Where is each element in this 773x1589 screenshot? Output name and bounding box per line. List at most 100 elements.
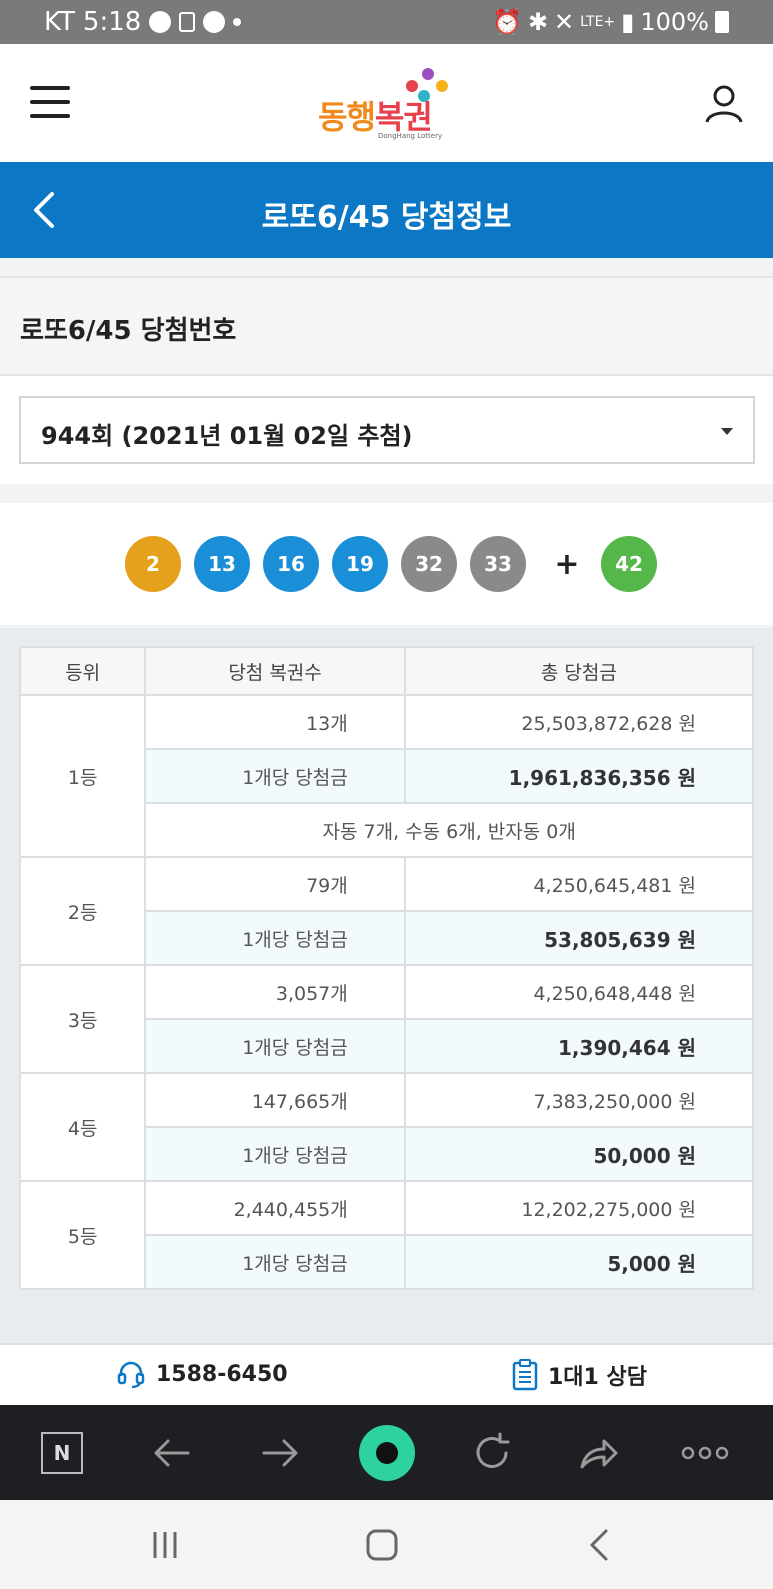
lock-app-icon: [149, 11, 172, 33]
table-row: 1개당 당첨금 5,000 원: [20, 1234, 755, 1290]
per-amount-cell: 1,390,464 원: [403, 1018, 755, 1074]
table-row: 3등 3,057개 4,250,648,448 원: [18, 964, 755, 1074]
count-cell: 13개: [144, 694, 406, 750]
network-label: LTE+: [580, 14, 616, 30]
draw-select[interactable]: 944회 (2021년 01월 02일 추첨): [19, 396, 755, 464]
table-row: 4등 147,665개 7,383,250,000 원: [18, 1072, 755, 1182]
refresh-icon[interactable]: [470, 1431, 514, 1475]
bonus-ball: 42: [601, 536, 657, 592]
header-count: 당첨 복권수: [144, 646, 406, 696]
ball-list: 2 13 16 19 32 33 +42: [125, 536, 670, 592]
note-cell: 자동 7개, 수동 6개, 반자동 0개: [144, 802, 754, 858]
caret-down-icon: [721, 428, 733, 435]
total-cell: 7,383,250,000 원: [403, 1072, 755, 1128]
total-cell: 4,250,645,481 원: [403, 856, 755, 912]
lotto-ball: 32: [401, 536, 457, 592]
back-icon[interactable]: [30, 190, 60, 230]
table-row: 1등 13개 25,503,872,628 원: [18, 694, 755, 858]
green-dot-button[interactable]: [359, 1425, 415, 1481]
lotto-ball: 19: [332, 536, 388, 592]
section-title: 로또6/45 당첨번호: [20, 316, 237, 346]
total-cell: 25,503,872,628 원: [403, 694, 755, 750]
green-dot-icon: [376, 1442, 398, 1464]
footer-contact: 1588-6450 1대1 상담: [0, 1343, 773, 1405]
lotto-ball: 16: [263, 536, 319, 592]
status-bar: KT 5:18 ⏰ ✱ ✕ LTE+ ▮ 100%: [0, 0, 773, 44]
chat-bubble-icon: [203, 11, 226, 33]
time-label: 5:18: [82, 7, 142, 37]
prize-table-area: 등위 당첨 복권수 총 당첨금 1등 13개 25,503,872,628 원 …: [0, 628, 773, 1343]
count-cell: 147,665개: [144, 1072, 406, 1128]
section-header: 로또6/45 당첨번호: [0, 276, 773, 376]
rank-cell: 5등: [18, 1180, 147, 1290]
per-amount-cell: 1,961,836,356 원: [403, 748, 755, 804]
prize-table: 등위 당첨 복권수 총 당첨금 1등 13개 25,503,872,628 원 …: [18, 646, 755, 1290]
table-header-row: 등위 당첨 복권수 총 당첨금: [18, 646, 755, 696]
per-amount-cell: 53,805,639 원: [403, 910, 755, 966]
signal-icon: ▮: [621, 8, 635, 36]
per-label-cell: 1개당 당첨금: [144, 1234, 406, 1290]
battery-icon: [715, 11, 729, 33]
per-label-cell: 1개당 당첨금: [144, 910, 406, 966]
more-icon[interactable]: [680, 1431, 730, 1475]
plus-sign: +: [554, 546, 580, 582]
page-title-bar: 로또6/45 당첨정보: [0, 162, 773, 258]
logo-dot-yellow: [436, 80, 448, 92]
back-arrow-icon[interactable]: [150, 1431, 194, 1475]
menu-icon[interactable]: [30, 86, 70, 118]
total-cell: 4,250,648,448 원: [403, 964, 755, 1020]
bluetooth-icon: ✱: [527, 8, 549, 36]
header-total: 총 당첨금: [403, 646, 755, 696]
logo-dot-red: [406, 80, 418, 92]
count-cell: 2,440,455개: [144, 1180, 406, 1236]
table-row: 2등 79개 4,250,645,481 원: [18, 856, 755, 966]
browser-toolbar: N: [0, 1405, 773, 1500]
rank-cell: 2등: [18, 856, 147, 966]
rank-cell: 1등: [18, 694, 147, 858]
header-rank: 등위: [18, 646, 147, 696]
alarm-icon: ⏰: [492, 8, 522, 36]
battery-label: 100%: [640, 8, 709, 36]
consult-label: 1대1 상담: [548, 1365, 647, 1390]
back-nav-icon[interactable]: [580, 1528, 620, 1562]
share-icon[interactable]: [576, 1431, 620, 1475]
winning-numbers: 2 13 16 19 32 33 +42: [0, 503, 773, 625]
table-row: 1개당 당첨금 53,805,639 원: [20, 910, 755, 966]
rank-cell: 3등: [18, 964, 147, 1074]
per-label-cell: 1개당 당첨금: [144, 1018, 406, 1074]
naver-home-button[interactable]: N: [40, 1431, 84, 1475]
carrier-label: KT: [44, 7, 75, 37]
total-cell: 12,202,275,000 원: [403, 1180, 755, 1236]
count-cell: 3,057개: [144, 964, 406, 1020]
draw-select-value: 944회 (2021년 01월 02일 추첨): [41, 422, 413, 450]
lotto-ball: 2: [125, 536, 181, 592]
user-icon[interactable]: [704, 84, 744, 124]
forward-arrow-icon[interactable]: [258, 1431, 302, 1475]
table-row: 1개당 당첨금 1,390,464 원: [20, 1018, 755, 1074]
headset-icon: [117, 1361, 145, 1389]
clipboard-icon: [512, 1359, 538, 1391]
count-cell: 79개: [144, 856, 406, 912]
rank-cell: 4등: [18, 1072, 147, 1182]
consult-link[interactable]: 1대1 상담: [512, 1359, 647, 1391]
naver-n-icon: N: [41, 1432, 83, 1474]
table-row: 1개당 당첨금 1,961,836,356 원: [20, 748, 755, 804]
donghang-logo[interactable]: 동행복권 DongHang Lottery: [318, 66, 458, 142]
per-label-cell: 1개당 당첨금: [144, 1126, 406, 1182]
lotto-ball: 33: [470, 536, 526, 592]
dot-icon: [233, 18, 242, 26]
page-title: 로또6/45 당첨정보: [261, 200, 512, 235]
mute-icon: ✕: [554, 8, 575, 36]
table-row: 1개당 당첨금 50,000 원: [20, 1126, 755, 1182]
system-nav-bar: [0, 1500, 773, 1589]
table-row: 자동 7개, 수동 6개, 반자동 0개: [20, 802, 754, 858]
box-app-icon: [179, 12, 196, 32]
logo-dot-teal: [418, 90, 430, 102]
draw-select-area: 944회 (2021년 01월 02일 추첨): [0, 376, 773, 484]
phone-link[interactable]: 1588-6450: [116, 1359, 288, 1389]
per-label-cell: 1개당 당첨금: [144, 748, 406, 804]
recent-apps-icon[interactable]: [145, 1528, 185, 1562]
app-header: 동행복권 DongHang Lottery: [0, 44, 773, 162]
logo-dot-purple: [422, 68, 434, 80]
home-icon[interactable]: [362, 1528, 402, 1562]
